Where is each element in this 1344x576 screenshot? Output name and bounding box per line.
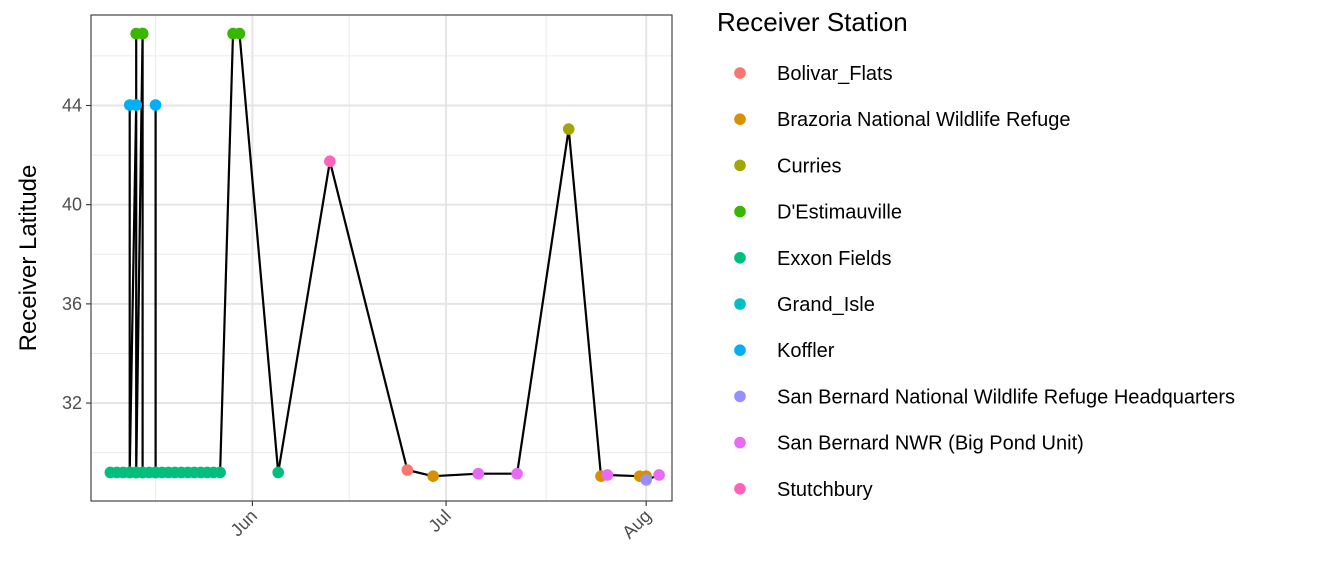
legend-label: Bolivar_Flats [777, 63, 893, 85]
legend-label: D'Estimauville [777, 202, 902, 224]
plot-panel [90, 14, 673, 502]
x-tick-label: Jun [227, 506, 262, 541]
legend-key [734, 159, 746, 172]
data-point [472, 467, 485, 480]
data-point [427, 470, 439, 483]
x-tick-label: Jul [424, 506, 454, 536]
panel-border [90, 14, 673, 502]
y-tick-label: 32 [62, 393, 82, 413]
data-points [104, 27, 665, 486]
legend-key [734, 344, 746, 357]
x-tick-label: Aug [618, 506, 655, 543]
legend-label: Stutchbury [777, 479, 873, 501]
data-point [653, 469, 665, 481]
y-tick-label: 36 [62, 294, 82, 314]
legend-key [734, 113, 746, 125]
legend-label: Curries [777, 155, 841, 177]
data-point [601, 469, 614, 481]
data-point [324, 155, 336, 168]
legend-label: Grand_Isle [777, 294, 875, 316]
legend-label: Exxon Fields [777, 248, 892, 270]
legend-key [734, 205, 746, 218]
legend-title: Receiver Station [717, 7, 908, 37]
data-point [214, 466, 226, 479]
legend-key [734, 67, 746, 79]
data-point [511, 467, 523, 480]
legend-label: Brazoria National Wildlife Refuge [777, 109, 1070, 131]
y-tick-label: 44 [62, 96, 82, 116]
legend-key [734, 483, 746, 495]
legend-label: San Bernard National Wildlife Refuge Hea… [777, 386, 1235, 408]
data-point [272, 466, 285, 479]
y-axis: 32 36 40 44 [62, 96, 91, 413]
legend-key [734, 390, 746, 403]
data-point [233, 27, 246, 40]
x-axis: Jun Jul Aug [227, 501, 655, 542]
y-axis-title: Receiver Latitude [15, 165, 42, 352]
legend-key [734, 298, 746, 310]
data-point [130, 99, 142, 111]
data-point [136, 27, 149, 40]
grid-major [91, 15, 672, 501]
y-tick-label: 40 [62, 195, 82, 215]
legend-entries: Bolivar_Flats Brazoria National Wildlife … [734, 63, 1235, 501]
legend-label: Koffler [777, 340, 835, 362]
data-point [640, 474, 652, 486]
data-point [562, 123, 575, 135]
panel-background [91, 15, 672, 501]
legend-key [734, 251, 746, 264]
data-point [401, 464, 414, 476]
legend-key [734, 436, 746, 449]
data-point [149, 99, 162, 111]
legend: Receiver Station Bolivar_Flats Brazoria N… [717, 7, 1235, 501]
legend-label: San Bernard NWR (Big Pond Unit) [777, 433, 1084, 455]
